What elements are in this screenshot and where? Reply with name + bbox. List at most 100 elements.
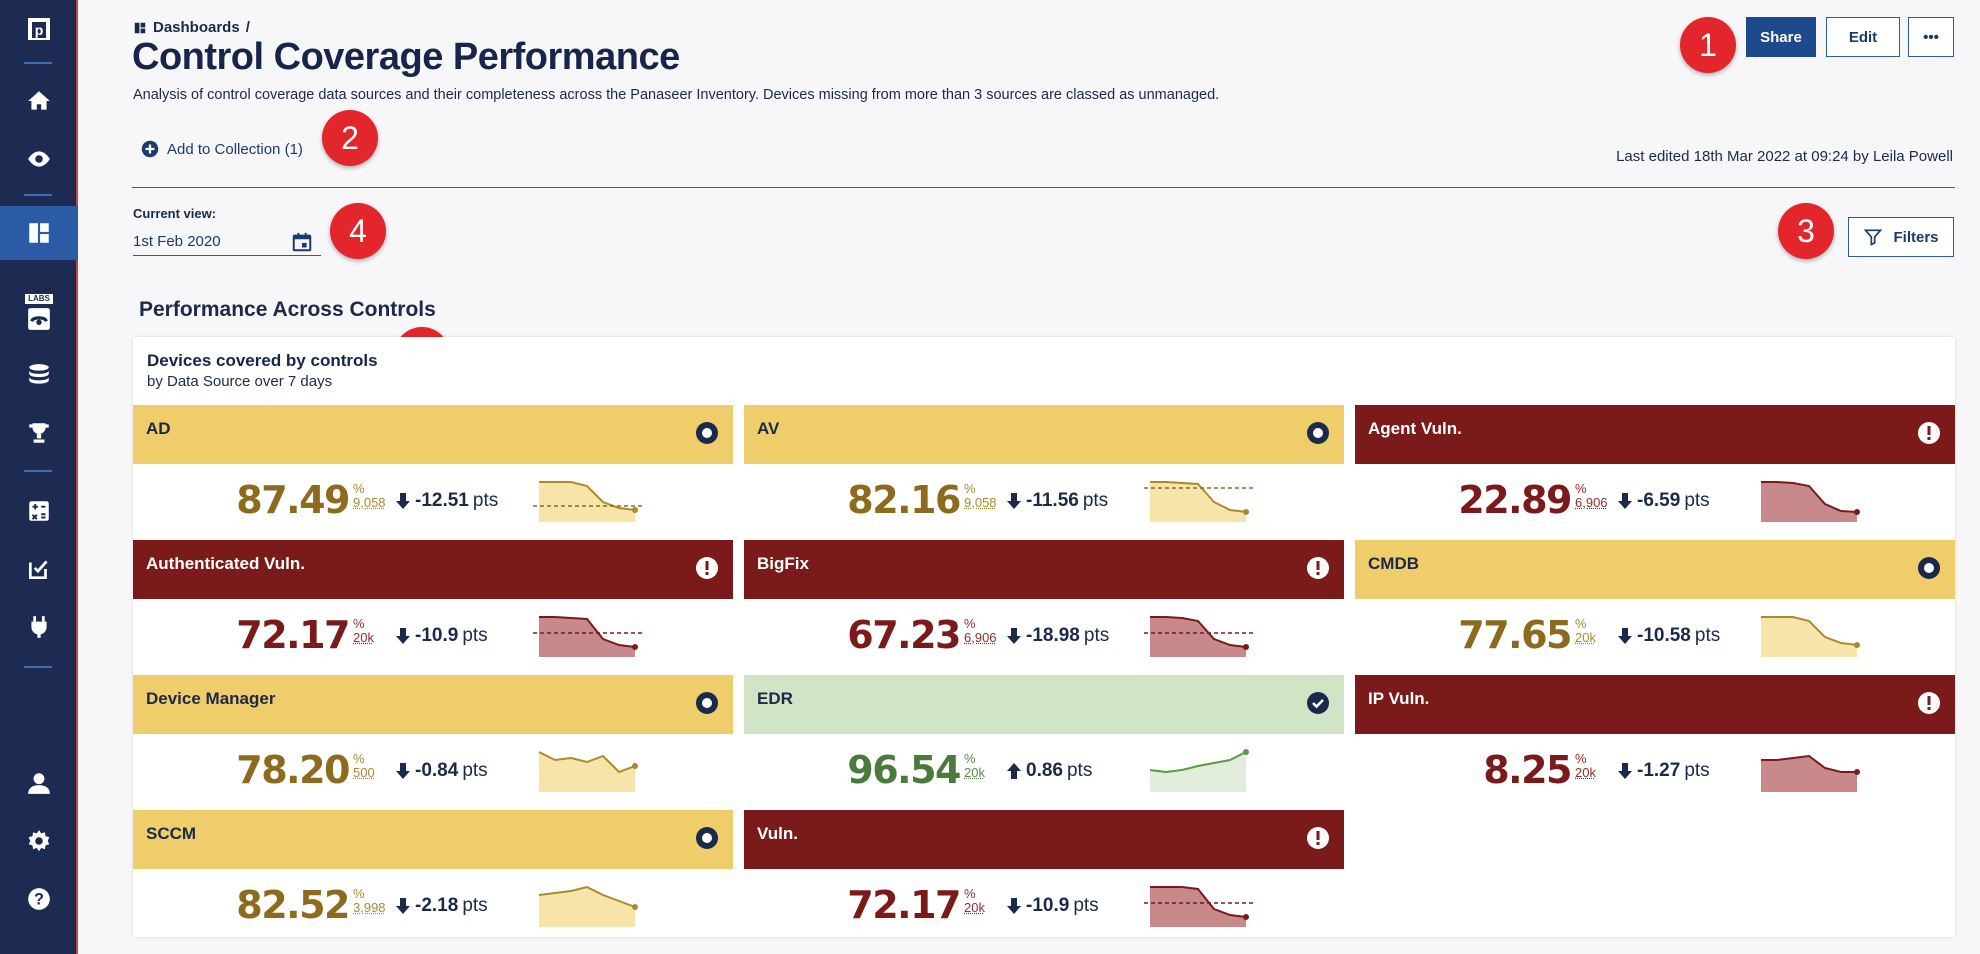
sparkline-line [1149, 751, 1247, 774]
sparkline-line [1761, 616, 1858, 646]
control-card[interactable]: SCCM 82.52% 3,998 -2.18 pts [133, 810, 733, 937]
delta-unit: pts [1694, 625, 1721, 646]
control-card-body: 96.54% 20k 0.86 pts [744, 734, 1344, 810]
percent-sign: % [353, 481, 365, 496]
annotation-badge: 3 [1778, 203, 1834, 259]
device-total: 500 [353, 765, 375, 780]
sparkline-line [1150, 886, 1247, 918]
percent-sign: % [964, 751, 976, 766]
sidebar-item-calculator[interactable] [0, 484, 78, 538]
control-card[interactable]: Authenticated Vuln. 72.17% 20k -10.9 pts [133, 540, 733, 675]
trophy-icon [29, 423, 49, 443]
sparkline-chart [1761, 754, 1860, 792]
sparkline-end-point [632, 507, 638, 513]
control-card[interactable]: EDR 96.54% 20k 0.86 pts [744, 675, 1344, 810]
plug-icon [31, 616, 47, 638]
sparkline-chart [1144, 616, 1254, 657]
calendar-icon[interactable] [291, 231, 313, 253]
device-total: 20k [1575, 630, 1596, 645]
filters-button[interactable]: Filters [1848, 217, 1954, 257]
status-bad-icon [1307, 827, 1329, 849]
page-description: Analysis of control coverage data source… [133, 87, 1220, 103]
sparkline-chart [1149, 749, 1249, 792]
sparkline-area [539, 752, 635, 792]
coverage-value: 82.16 [847, 478, 961, 522]
sparkline-area [1150, 482, 1246, 522]
home-icon [28, 91, 50, 110]
delta: -6.59 pts [1617, 490, 1710, 512]
delta-value: -10.9 [1026, 895, 1070, 916]
control-card-header: Agent Vuln. [1355, 405, 1955, 464]
sparkline-chart [1144, 481, 1254, 522]
status-bad-icon [696, 557, 718, 579]
sidebar-item-integrations[interactable] [0, 600, 78, 654]
app-logo[interactable]: p [0, 2, 78, 56]
sidebar-item-help[interactable]: ? [0, 872, 78, 926]
delta-unit: pts [1684, 490, 1710, 511]
sidebar-item-watch[interactable] [0, 132, 78, 186]
control-card-body: 72.17% 20k -10.9 pts [133, 599, 733, 675]
arrow-down-icon [396, 493, 410, 509]
device-total: 20k [964, 765, 985, 780]
delta: -2.18 pts [395, 895, 488, 917]
breadcrumb-dashboards-link[interactable]: Dashboards [153, 19, 240, 36]
more-options-button[interactable]: ••• [1908, 17, 1954, 57]
control-card[interactable]: BigFix 67.23% 6,906 -18.98 pts [744, 540, 1344, 675]
sparkline-area [1761, 482, 1857, 522]
control-card-header: Vuln. [744, 810, 1344, 869]
user-icon [28, 773, 50, 794]
add-to-collection-button[interactable]: Add to Collection (1) [141, 140, 303, 158]
logo-letter: p [35, 22, 44, 38]
control-name: AD [146, 419, 171, 438]
delta-value: -10.58 [1637, 625, 1691, 646]
sparkline-chart [1144, 886, 1254, 927]
header-divider [132, 187, 1955, 188]
coverage-value: 72.17 [847, 883, 961, 927]
control-card-header: Authenticated Vuln. [133, 540, 733, 599]
arrow-down-icon [1618, 763, 1632, 779]
control-card[interactable]: Agent Vuln. 22.89% 6,906 -6.59 pts [1355, 405, 1955, 540]
sidebar-item-settings[interactable] [0, 814, 78, 868]
delta-unit: pts [1083, 625, 1110, 646]
labs-icon [28, 308, 50, 330]
control-card-header: CMDB [1355, 540, 1955, 599]
sparkline-end-point [1243, 644, 1249, 650]
control-card[interactable]: AV 82.16% 9,058 -11.56 pts [744, 405, 1344, 540]
coverage-unit: % 20k [1575, 617, 1596, 645]
sidebar-item-profile[interactable] [0, 756, 78, 810]
delta: -11.56 pts [1006, 490, 1108, 512]
coverage-value: 8.25 [1483, 748, 1572, 792]
arrow-down-icon [1007, 493, 1021, 509]
status-bad-icon [1307, 557, 1329, 579]
control-card[interactable]: Device Manager 78.20% 500 -0.84 pts [133, 675, 733, 810]
delta-value: -2.18 [415, 895, 459, 916]
sparkline-area [539, 482, 635, 522]
sparkline-line [1761, 481, 1858, 513]
delta: -12.51 pts [395, 490, 498, 512]
share-button[interactable]: Share [1746, 17, 1816, 57]
annotation-badge: 1 [1680, 17, 1736, 73]
sparkline-end-point [632, 644, 638, 650]
delta-unit: pts [1073, 895, 1099, 916]
control-card[interactable]: Vuln. 72.17% 20k -10.9 pts [744, 810, 1344, 937]
plus-circle-icon [141, 140, 159, 158]
sidebar-item-dashboards[interactable] [0, 206, 78, 260]
edit-button[interactable]: Edit [1826, 17, 1900, 57]
sidebar-item-labs[interactable]: LABS [0, 284, 78, 338]
control-card[interactable]: CMDB 77.65% 20k -10.58 pts [1355, 540, 1955, 675]
control-card[interactable]: AD 87.49% 9,058 -12.51 pts [133, 405, 733, 540]
device-total: 6,906 [1575, 495, 1608, 510]
current-view-date-field[interactable]: 1st Feb 2020 [133, 228, 321, 256]
arrow-down-icon [396, 628, 410, 644]
coverage-unit: % 6,906 [964, 617, 997, 645]
sidebar-item-home[interactable] [0, 74, 78, 128]
delta-unit: pts [462, 625, 488, 646]
sparkline-area [1150, 887, 1246, 927]
delta: 0.86 pts [1006, 760, 1092, 782]
coverage-unit: % 6,906 [1575, 482, 1608, 510]
sidebar-item-trophy[interactable] [0, 406, 78, 460]
control-card[interactable]: IP Vuln. 8.25% 20k -1.27 pts [1355, 675, 1955, 810]
sidebar-item-tasks[interactable] [0, 542, 78, 596]
sparkline-line [538, 885, 636, 908]
sidebar-item-data[interactable] [0, 348, 78, 402]
